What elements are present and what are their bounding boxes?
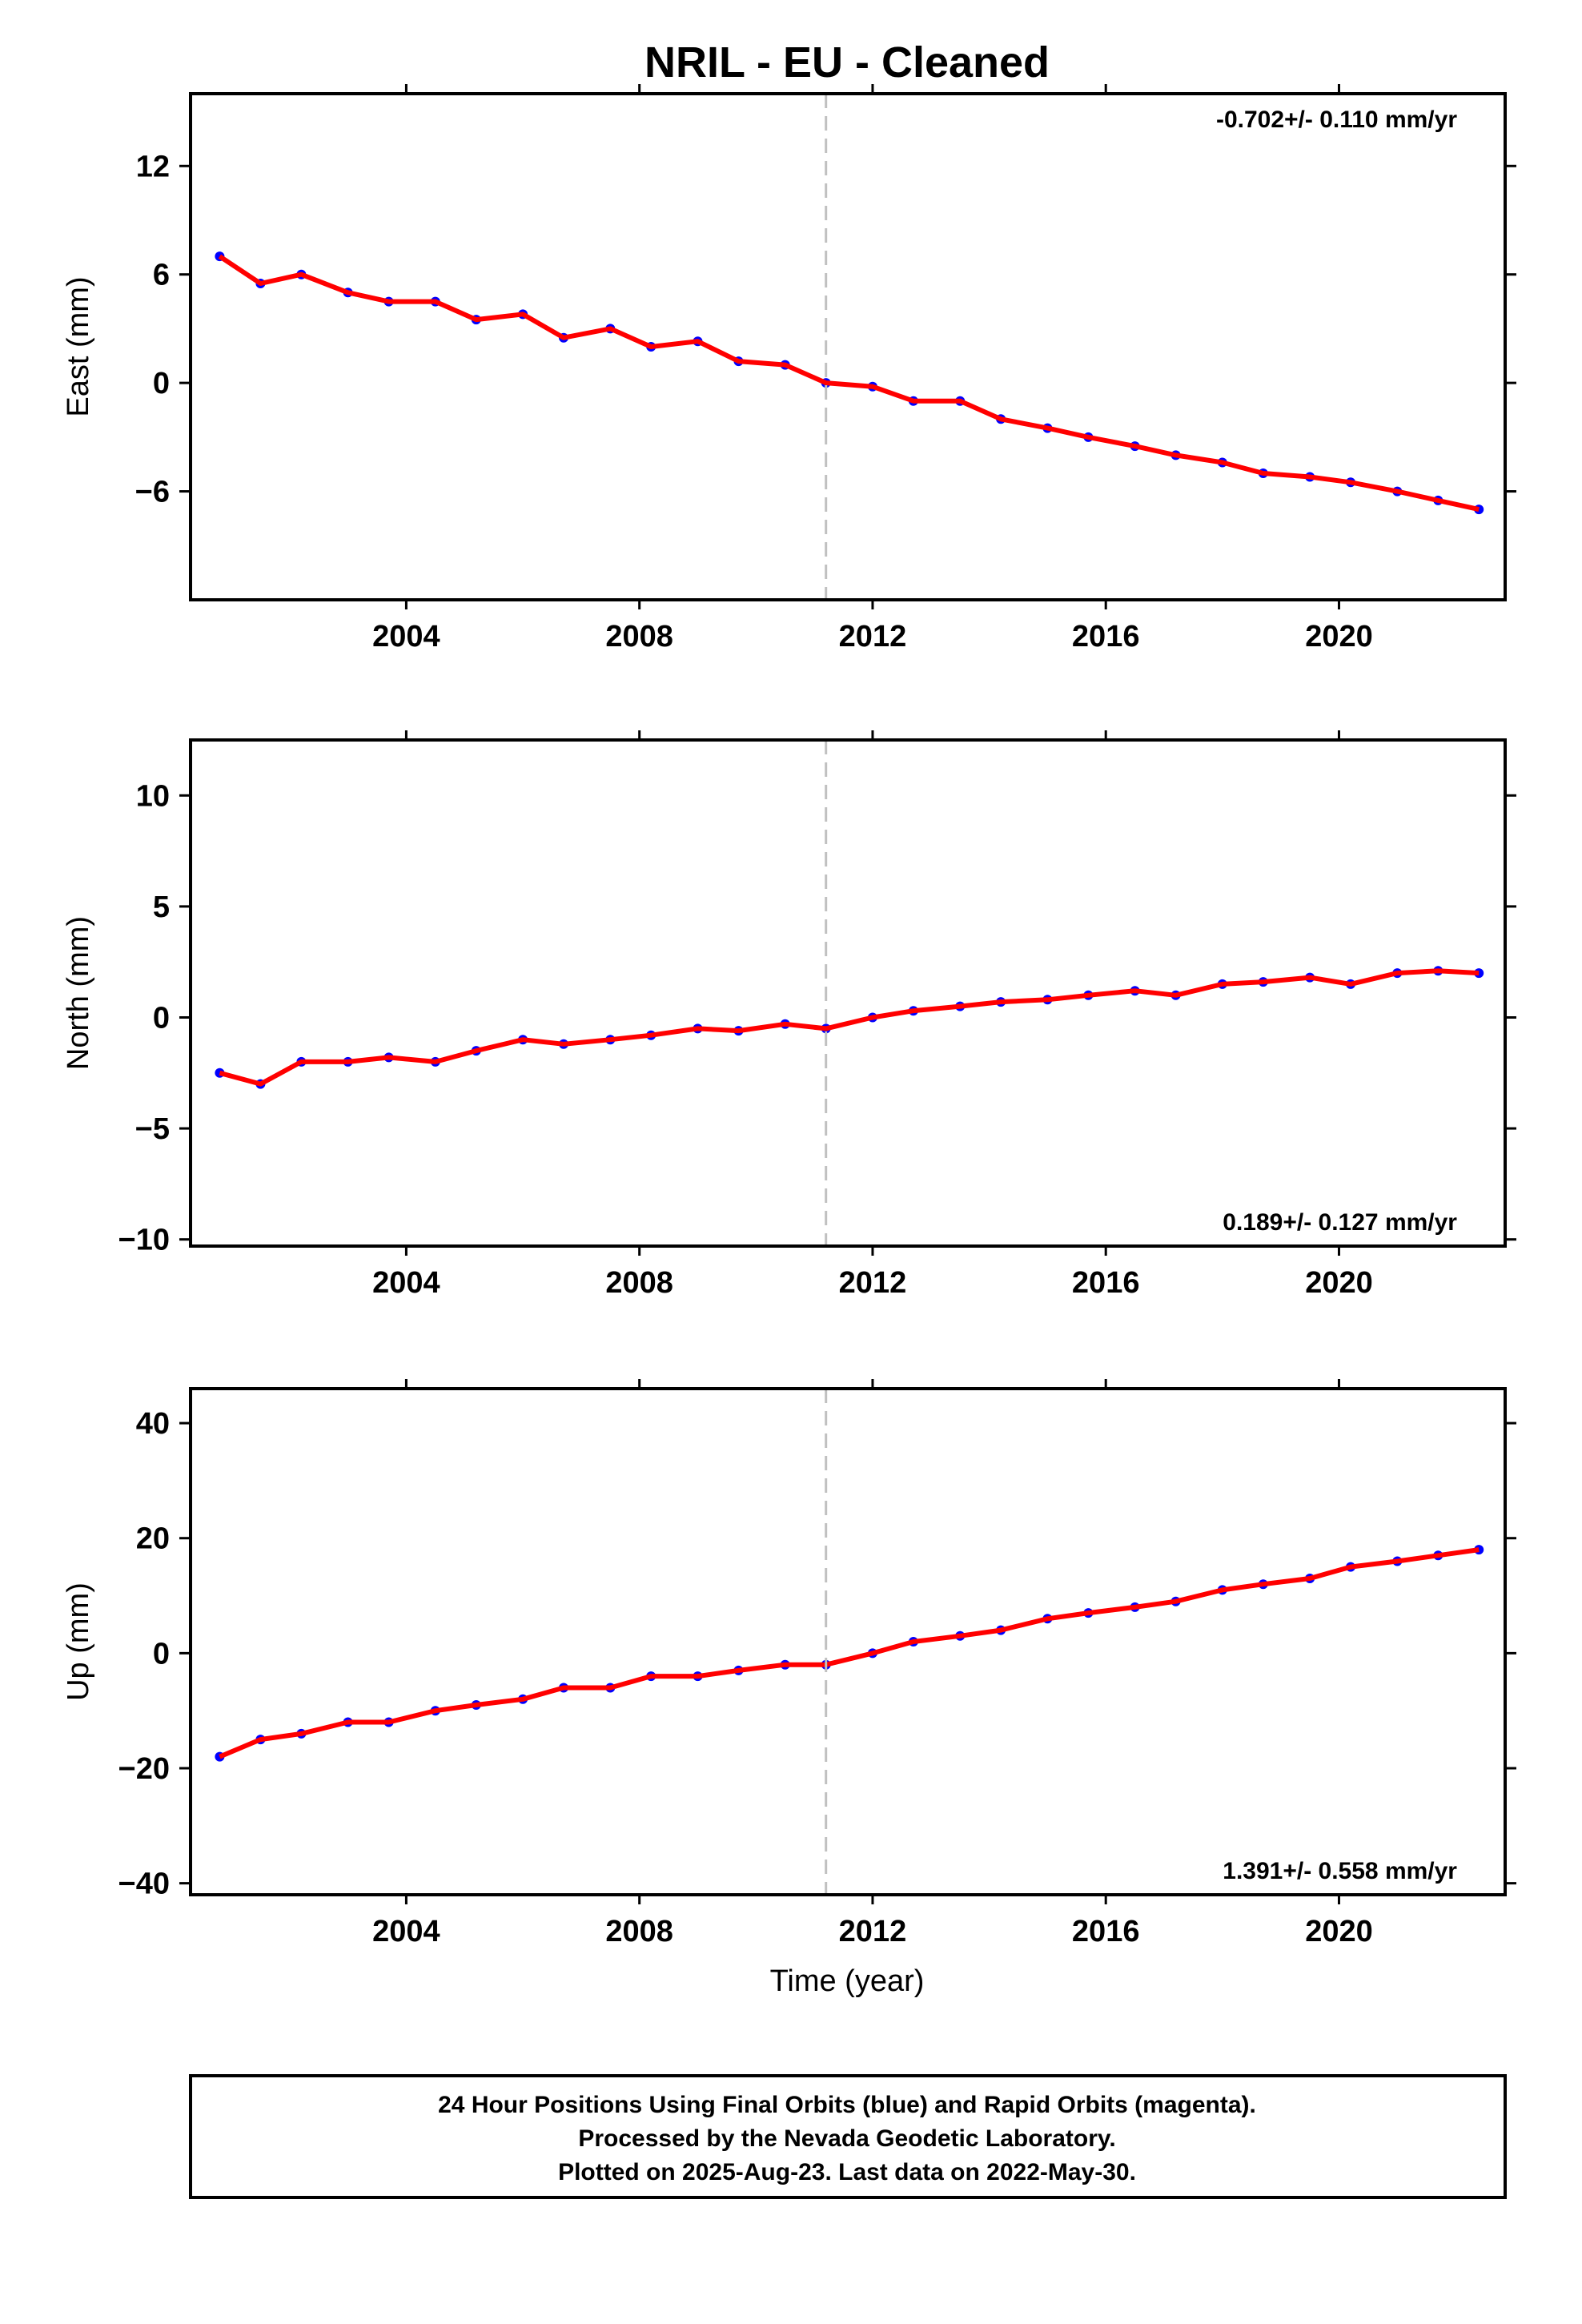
east-y-tick-label: −6 (135, 476, 170, 509)
up-x-axis: 2004 2008 2012 2016 2020 (372, 1379, 1373, 1948)
east-y-tick-label: 6 (153, 259, 170, 292)
up-points (215, 1545, 1484, 1762)
east-y-axis: 12 6 0 −6 (135, 150, 1516, 509)
chart-title: NRIL - EU - Cleaned (644, 38, 1050, 86)
north-fit-curve (219, 968, 1480, 1087)
east-x-tick-label: 2004 (372, 620, 440, 653)
north-y-axis-label: North (mm) (62, 916, 95, 1070)
panel-up: 2004 2008 2012 2016 2020 40 20 0 −20 −40 Up (mm)… (62, 1379, 1516, 1948)
north-y-tick-label: 10 (136, 779, 170, 813)
north-x-tick-label: 2008 (605, 1266, 673, 1300)
up-x-tick-label: 2016 (1072, 1915, 1140, 1948)
north-x-axis: 2004 2008 2012 2016 2020 (372, 730, 1373, 1300)
north-rate-label: 0.189+/- 0.127 mm/yr (1223, 1209, 1457, 1236)
up-x-tick-label: 2012 (839, 1915, 907, 1948)
up-rate-label: 1.391+/- 0.558 mm/yr (1223, 1858, 1457, 1884)
up-y-tick-label: 20 (136, 1522, 170, 1556)
north-fit-line (219, 968, 1480, 1087)
north-plot-frame (189, 738, 1507, 1248)
up-y-tick-label: 40 (136, 1407, 170, 1441)
up-plot-frame (189, 1387, 1507, 1896)
east-fit-line (218, 254, 1480, 513)
footer-line-1: 24 Hour Positions Using Final Orbits (bl… (438, 2092, 1256, 2118)
up-y-tick-label: 0 (153, 1637, 170, 1671)
east-x-axis: 2004 2008 2012 2016 2020 (372, 84, 1373, 653)
east-x-tick-label: 2020 (1305, 620, 1373, 653)
east-x-tick-label: 2008 (605, 620, 673, 653)
east-y-axis-label: East (mm) (62, 276, 95, 416)
north-points (215, 966, 1484, 1089)
north-y-tick-label: −5 (135, 1112, 170, 1146)
up-y-axis-label: Up (mm) (62, 1582, 95, 1701)
up-y-tick-label: −40 (118, 1868, 170, 1901)
footer-frame (189, 2074, 1507, 2199)
north-y-tick-label: 0 (153, 1001, 170, 1035)
east-y-tick-label: 0 (153, 367, 170, 400)
north-y-axis: 10 5 0 −5 −10 (118, 779, 1516, 1257)
east-rate-label: -0.702+/- 0.110 mm/yr (1216, 107, 1457, 133)
up-x-tick-label: 2020 (1305, 1915, 1373, 1948)
panel-east: 2004 2008 2012 2016 2020 12 6 0 −6 East (mm) -0… (62, 84, 1516, 653)
east-fit-curve (218, 254, 1480, 513)
up-x-tick-label: 2008 (605, 1915, 673, 1948)
north-x-tick-label: 2020 (1305, 1266, 1373, 1300)
panel-north: 2004 2008 2012 2016 2020 10 5 0 −5 −10 North (mm… (62, 730, 1516, 1300)
north-x-tick-label: 2012 (839, 1266, 907, 1300)
east-x-tick-label: 2016 (1072, 620, 1140, 653)
up-x-tick-label: 2004 (372, 1915, 440, 1948)
east-plot-frame (189, 92, 1507, 601)
north-y-tick-label: −10 (118, 1224, 170, 1257)
east-x-tick-label: 2012 (839, 620, 907, 653)
footer-box: 24 Hour Positions Using Final Orbits (bl… (189, 2074, 1507, 2199)
up-fit-line (219, 1547, 1480, 1759)
up-fit-curve (219, 1547, 1480, 1759)
footer-line-2: Processed by the Nevada Geodetic Laborat… (578, 2125, 1115, 2152)
footer-line-3: Plotted on 2025-Aug-23. Last data on 202… (558, 2159, 1136, 2185)
x-axis-label: Time (year) (770, 1964, 925, 1998)
east-y-tick-label: 12 (136, 150, 170, 183)
north-y-tick-label: 5 (153, 891, 170, 924)
up-y-axis: 40 20 0 −20 −40 (118, 1407, 1516, 1901)
north-x-tick-label: 2004 (372, 1266, 440, 1300)
north-x-tick-label: 2016 (1072, 1266, 1140, 1300)
up-y-tick-label: −20 (118, 1752, 170, 1786)
